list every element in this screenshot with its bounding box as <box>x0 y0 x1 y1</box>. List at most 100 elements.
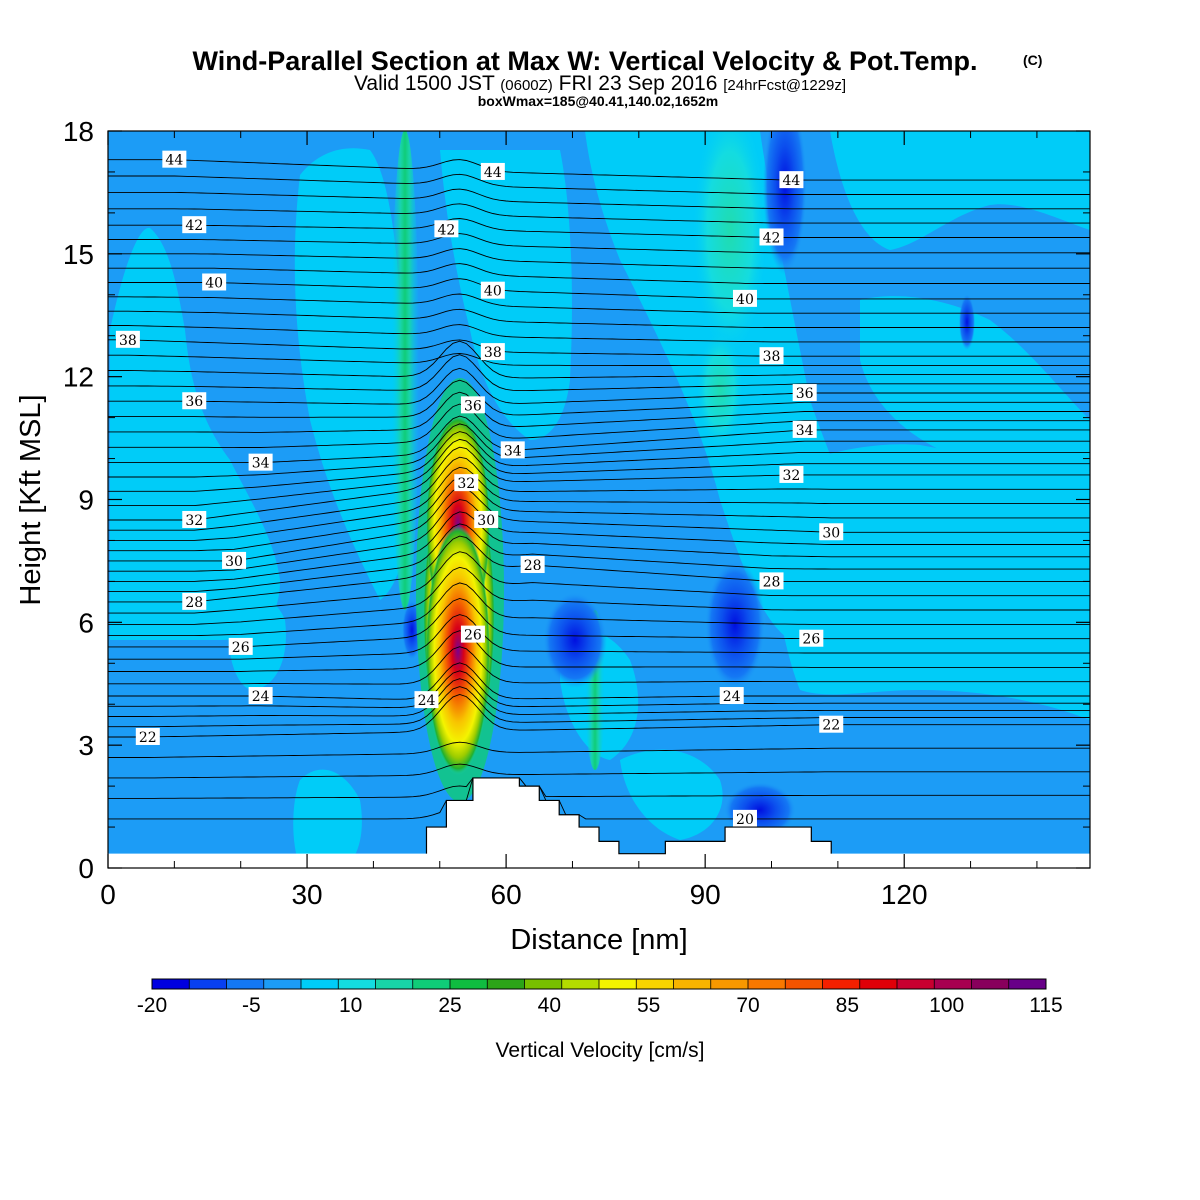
isentrope-label: 30 <box>819 523 844 541</box>
isentrope-label-bg <box>460 625 485 643</box>
isentrope-label-text: 32 <box>783 468 801 484</box>
isentrope-label-bg <box>732 289 757 307</box>
isentrope-label: 32 <box>779 465 804 484</box>
isentrope-label-bg <box>182 592 207 610</box>
y-tick-label: 0 <box>78 853 94 884</box>
isentrope-line <box>108 777 1090 820</box>
isentrope-label-text: 36 <box>464 398 482 414</box>
isentrope-line <box>108 694 1090 738</box>
colorbar-swatch <box>636 979 674 989</box>
isentrope-line <box>108 278 1090 300</box>
y-tick-label: 18 <box>63 116 94 147</box>
isentrope-label: 28 <box>520 556 545 574</box>
isentrope-label-bg <box>480 281 505 299</box>
chart-title: Wind-Parallel Section at Max W: Vertical… <box>193 46 978 76</box>
isentrope-line <box>108 466 1090 541</box>
colorbar-swatch <box>450 979 488 989</box>
downdraft-region <box>543 592 607 688</box>
isentrope-label: 36 <box>792 384 817 402</box>
weak-updraft-region <box>830 131 1090 250</box>
isentrope-label-bg <box>799 629 824 647</box>
isentrope-line <box>108 646 1090 685</box>
terrain-outline <box>425 777 832 855</box>
colorbar-swatch <box>822 979 861 989</box>
isentrope-label-bg <box>474 510 499 528</box>
isentrope-label: 24 <box>719 687 744 705</box>
x-tick-label: 120 <box>881 879 928 910</box>
terrain <box>108 777 1090 868</box>
colorbar-swatch <box>524 979 563 989</box>
isentrope-label-bg <box>759 228 784 246</box>
isentrope-label-text: 42 <box>763 230 781 246</box>
weak-updraft-region <box>440 150 572 440</box>
isentrope-label-bg <box>162 150 187 168</box>
isentrope-label-text: 24 <box>418 693 436 709</box>
isentrope-line <box>108 476 1090 552</box>
colorbar-swatch <box>338 979 376 989</box>
isentrope-line <box>108 486 1090 562</box>
isentrope-line <box>108 248 1090 269</box>
isentropes <box>108 159 1090 820</box>
isentrope-line <box>108 354 1090 392</box>
subtitle-valid: Valid 1500 JST <box>354 72 495 95</box>
isentrope-line <box>108 523 1090 593</box>
isentrope-line <box>108 446 1090 521</box>
isentrope-label: 24 <box>248 687 273 705</box>
isentrope-label-bg <box>228 637 253 655</box>
isentrope-label: 42 <box>434 220 459 238</box>
colorbar-swatch <box>263 979 302 989</box>
isentrope-line <box>108 511 1090 582</box>
isentrope-label-bg <box>480 162 505 180</box>
downdraft-region <box>705 560 765 690</box>
isentrope-label: 38 <box>115 330 140 349</box>
isentrope-line <box>108 340 1090 379</box>
isentrope-label: 26 <box>228 637 253 656</box>
isentrope-label: 36 <box>182 392 207 410</box>
isentrope-line <box>108 423 1090 478</box>
isentrope-label: 20 <box>732 809 757 828</box>
isentrope-line <box>108 203 1090 224</box>
isentrope-label-bg <box>434 220 459 238</box>
isentrope-label-text: 24 <box>723 689 741 705</box>
colorbar-swatch <box>934 979 972 989</box>
y-tick-label: 15 <box>63 239 94 270</box>
isentrope-label-bg <box>792 384 817 402</box>
isentrope-label-text: 38 <box>484 345 502 361</box>
isentrope-line <box>108 159 1090 181</box>
isentrope-label-text: 34 <box>252 456 270 472</box>
isentrope-label: 42 <box>182 216 207 234</box>
chart-subtitle-box: boxWmax=185@40.41,140.02,1652m <box>478 93 719 109</box>
isentrope-line <box>108 670 1090 709</box>
subtitle-forecast: [24hrFcst@1229z] <box>723 77 846 94</box>
isentrope-line <box>108 173 1090 195</box>
isentrope-label: 42 <box>759 228 784 246</box>
isentrope-line <box>108 438 1090 507</box>
isentrope-line <box>108 324 1090 343</box>
isentrope-label-bg <box>182 216 207 234</box>
chart-title-mark: (C) <box>1023 52 1042 68</box>
colorbar-swatch <box>748 979 786 989</box>
isentrope-label-text: 28 <box>185 595 203 611</box>
isentrope-line <box>108 379 1090 418</box>
isentrope-line <box>108 777 1090 799</box>
colorbar-swatch <box>1008 979 1047 989</box>
isentrope-line <box>108 678 1090 717</box>
weak-updraft-region <box>760 444 1090 720</box>
colorbar-tick-label: 100 <box>929 994 964 1017</box>
isentrope-line <box>108 188 1090 210</box>
isentrope-label-text: 30 <box>822 525 840 541</box>
isentrope-label: 22 <box>819 715 844 734</box>
isentrope-line <box>108 763 1090 779</box>
isentrope-line <box>108 218 1090 238</box>
isentrope-line <box>108 499 1090 572</box>
isentrope-label-text: 20 <box>736 812 754 828</box>
subtitle-utc: (0600Z) <box>500 77 553 94</box>
isentrope-line <box>108 233 1090 254</box>
x-axis-label: Distance [nm] <box>510 924 687 956</box>
isentrope-label-text: 36 <box>185 394 203 410</box>
isentrope-label-text: 22 <box>822 718 840 734</box>
isentrope-line <box>108 741 1090 758</box>
isentrope-label: 34 <box>500 441 525 459</box>
colorbar-swatch <box>710 979 749 989</box>
